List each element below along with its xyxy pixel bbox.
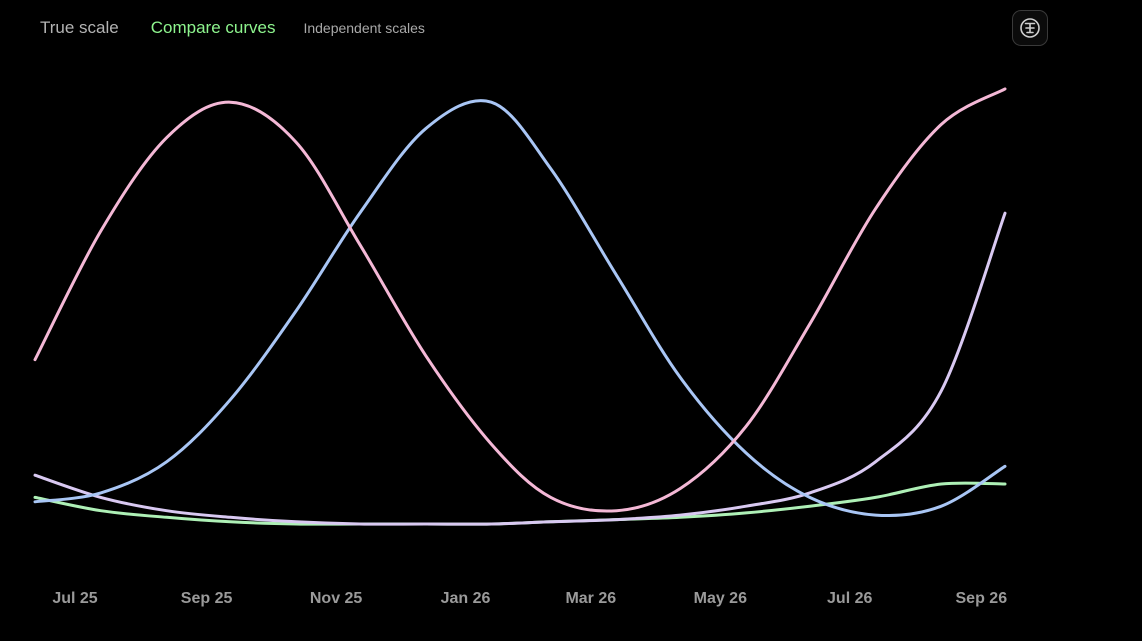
x-tick-label: Sep 26 [956,590,1008,607]
tab-independent-scales[interactable]: Independent scales [303,20,425,36]
text-strikethrough-icon [1020,18,1040,38]
series-line-1 [33,87,1007,513]
chart-options-button[interactable] [1012,10,1048,46]
series-line-2 [33,99,1007,518]
view-mode-tabs: True scale Compare curves Independent sc… [40,16,425,40]
tab-true-scale[interactable]: True scale [40,18,119,37]
series-layer [33,87,1007,526]
x-tick-label: Nov 25 [310,590,363,607]
x-tick-label: Mar 26 [565,590,616,607]
x-tick-label: Jan 26 [441,590,491,607]
tab-compare-curves[interactable]: Compare curves [150,18,276,37]
series-line-3 [33,211,1007,526]
x-tick-label: Jul 25 [52,590,97,607]
series-line-4 [33,481,1007,526]
x-axis-ticks: Jul 25 Sep 25 Nov 25 Jan 26 Mar 26 May 2… [52,590,1007,607]
x-tick-label: Jul 26 [827,590,872,607]
x-tick-label: Sep 25 [181,590,233,607]
x-tick-label: May 26 [694,590,747,607]
